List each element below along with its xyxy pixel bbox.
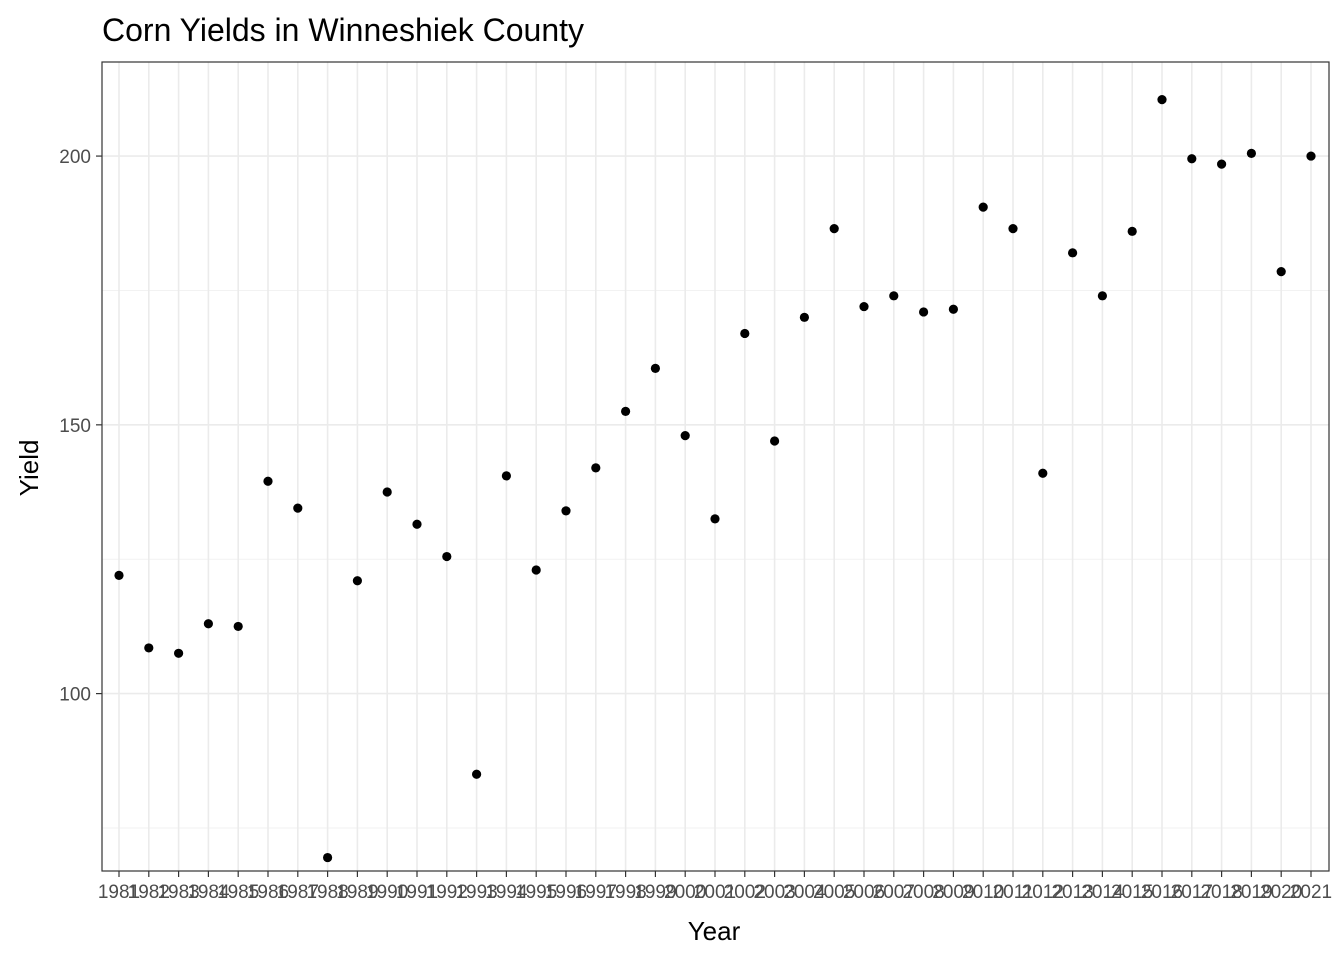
x-tick-label: 2014	[1081, 882, 1124, 903]
data-point	[1008, 224, 1018, 234]
x-tick-label: 1984	[187, 882, 230, 903]
data-point	[919, 307, 929, 317]
points	[114, 95, 1316, 863]
data-point	[770, 436, 780, 446]
x-tick-label: 1991	[396, 882, 438, 903]
x-tick-label: 1998	[604, 882, 646, 903]
x-tick-label: 2001	[694, 882, 736, 903]
x-tick-label: 1986	[247, 882, 289, 903]
data-point	[740, 328, 750, 339]
data-point	[293, 503, 303, 513]
data-point	[889, 291, 899, 301]
x-tick-label: 2019	[1230, 882, 1272, 903]
x-tick-label: 1982	[128, 882, 170, 903]
x-tick-label: 2010	[962, 882, 1004, 903]
y-tick-labels: 100 150 200	[59, 147, 91, 706]
y-tick-label: 100	[59, 685, 91, 706]
data-point	[948, 304, 959, 314]
data-point	[621, 406, 631, 417]
data-point	[650, 363, 661, 373]
x-tick-label: 1996	[545, 882, 587, 903]
x-tick-label: 2003	[753, 882, 795, 903]
x-tick-label: 1994	[485, 882, 528, 903]
x-tick-label: 2000	[664, 882, 706, 903]
data-point	[1306, 151, 1316, 161]
x-tick-label: 2009	[932, 882, 974, 903]
data-point	[174, 648, 184, 658]
x-tick-label: 2002	[724, 882, 766, 903]
x-tick-label: 2007	[873, 882, 915, 903]
chart-title: Corn Yields in Winneshiek County	[102, 12, 584, 48]
x-tick-label: 2005	[813, 882, 855, 903]
x-tick-label: 1983	[157, 882, 199, 903]
x-tick-label: 1988	[306, 882, 348, 903]
x-tick-label: 2018	[1200, 882, 1242, 903]
x-tick-label: 1993	[455, 882, 497, 903]
data-point	[203, 619, 213, 629]
data-point	[1217, 159, 1227, 169]
x-tick-label: 1995	[515, 882, 557, 903]
data-point	[591, 463, 601, 473]
data-point	[531, 565, 541, 575]
x-axis-title: Year	[688, 916, 741, 946]
x-tick-label: 1985	[217, 882, 259, 903]
data-point	[859, 301, 869, 312]
x-tick-label: 1990	[366, 882, 408, 903]
data-point	[829, 224, 839, 234]
data-point	[472, 769, 482, 779]
x-tick-label: 2012	[1022, 882, 1064, 903]
x-tick-label: 2013	[1051, 882, 1093, 903]
grid	[102, 62, 1329, 871]
x-tick-label: 2021	[1290, 882, 1332, 903]
x-tick-labels: 1981198219831984198519861987198819891990…	[98, 882, 1332, 903]
x-tick-label: 2006	[843, 882, 885, 903]
data-point	[1068, 248, 1078, 258]
data-point	[799, 312, 810, 322]
x-tick-label: 2008	[902, 882, 944, 903]
x-tick-label: 1989	[336, 882, 378, 903]
data-point	[144, 643, 154, 653]
data-point	[1246, 148, 1256, 158]
data-point	[233, 621, 243, 632]
axis-ticks	[96, 155, 1312, 877]
y-tick-label: 150	[59, 416, 91, 437]
data-point	[412, 519, 422, 529]
data-point	[1097, 291, 1107, 301]
data-point	[710, 514, 720, 524]
data-point	[263, 476, 273, 486]
x-tick-label: 1997	[575, 882, 617, 903]
x-tick-label: 2020	[1260, 882, 1302, 903]
data-point	[114, 570, 124, 580]
x-tick-label: 2011	[993, 882, 1034, 903]
x-tick-label: 2017	[1171, 882, 1213, 903]
x-tick-label: 1987	[277, 882, 319, 903]
data-point	[323, 852, 333, 863]
data-point	[1187, 154, 1197, 164]
data-point	[680, 430, 690, 441]
y-tick-label: 200	[59, 147, 91, 168]
data-point	[978, 202, 988, 212]
data-point	[1038, 468, 1048, 478]
x-tick-label: 2016	[1141, 882, 1183, 903]
data-point	[1127, 226, 1137, 236]
data-point	[1276, 267, 1286, 277]
data-point	[501, 471, 511, 481]
x-tick-label: 2004	[783, 882, 826, 903]
data-point	[561, 506, 571, 516]
x-tick-label: 1981	[98, 882, 140, 903]
data-point	[352, 576, 362, 586]
y-axis-title: Yield	[14, 440, 44, 497]
data-point	[382, 487, 392, 497]
x-tick-label: 2015	[1111, 882, 1153, 903]
x-tick-label: 1992	[426, 882, 468, 903]
x-tick-label: 1999	[634, 882, 676, 903]
data-point	[1157, 95, 1167, 105]
data-point	[442, 551, 452, 562]
